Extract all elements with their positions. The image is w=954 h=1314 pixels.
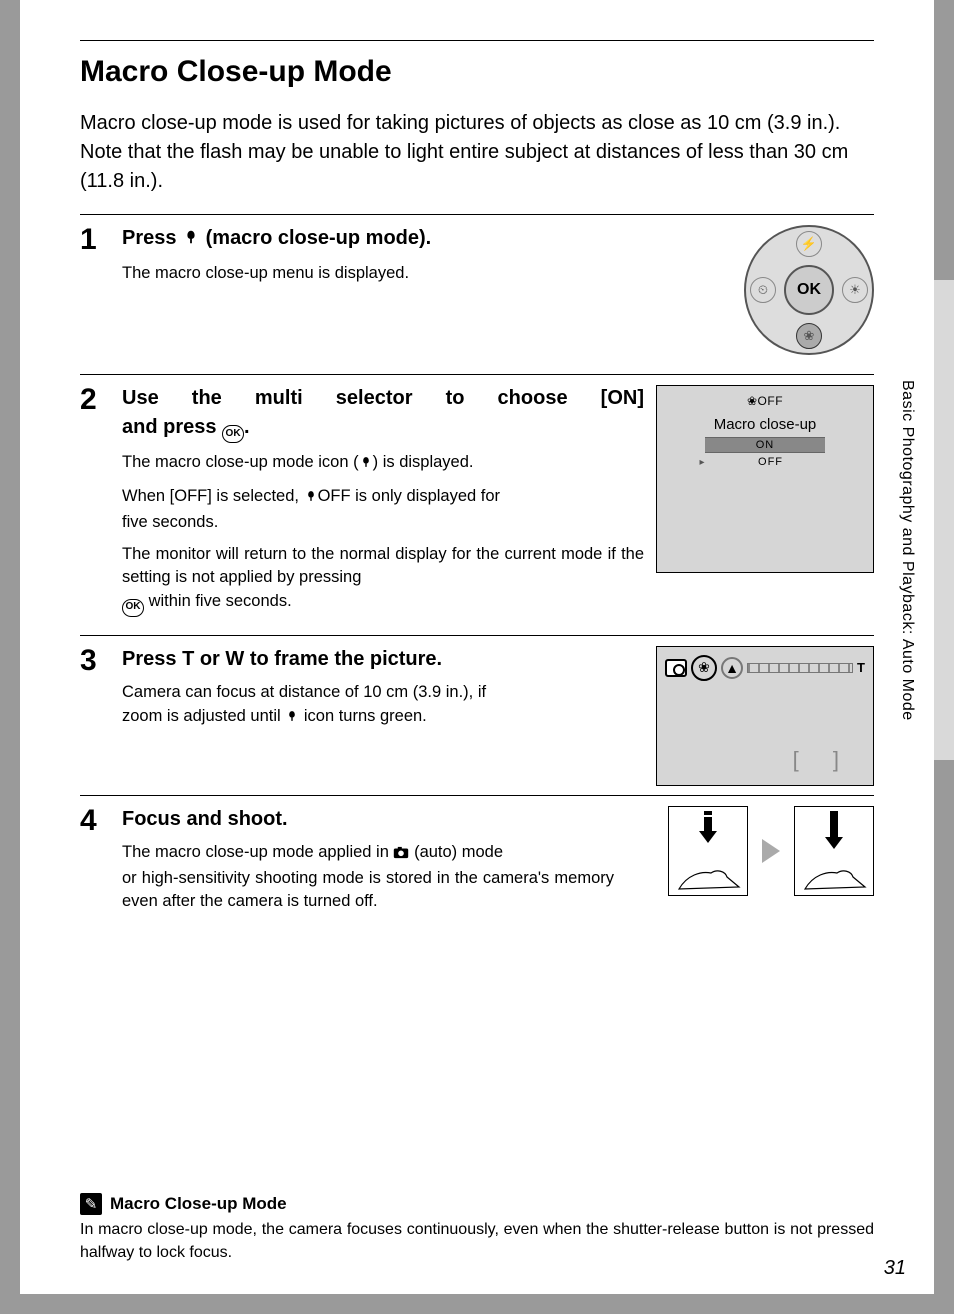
text: zoom is adjusted until (122, 707, 285, 725)
step-sub: The monitor will return to the normal di… (122, 543, 644, 591)
text: The macro close-up mode applied in (122, 843, 393, 861)
camera-auto-icon (393, 843, 409, 867)
text: and press (122, 416, 222, 438)
step-sub: Camera can focus at distance of 10 cm (3… (122, 681, 644, 705)
zoom-w-label: W (225, 648, 244, 670)
step-number: 4 (80, 806, 104, 945)
full-press-box (794, 806, 874, 896)
section-label: Basic Photography and Playback: Auto Mod… (898, 380, 916, 721)
macro-indicator-icon: ❀ (691, 655, 717, 681)
macro-icon (359, 453, 373, 477)
intro-paragraph: Macro close-up mode is used for taking p… (80, 109, 874, 196)
step-sub: OK within five seconds. (122, 590, 644, 616)
text: The macro close-up mode icon ( (122, 453, 359, 471)
zoom-marker-icon: ▲ (721, 657, 743, 679)
step-number: 2 (80, 385, 104, 625)
text: . (244, 416, 250, 438)
step-heading-line1: Use the multi selector to choose [ON] (122, 385, 644, 412)
lcd-menu-illustration: ❀OFF Macro close-up ON ▸ OFF (656, 385, 874, 573)
note-title: Macro Close-up Mode (110, 1194, 287, 1214)
half-press-arrow-icon (697, 811, 719, 845)
dpad-left-timer-icon: ⏲ (750, 277, 776, 303)
lcd-option-on: ON (705, 437, 825, 453)
step-sub: or high-sensitivity shooting mode is sto… (122, 867, 614, 915)
step-sub: The macro close-up mode icon ( ) is displ… (122, 451, 644, 477)
step-sub: The macro close-up mode applied in (auto… (122, 841, 614, 867)
macro-icon (304, 487, 318, 511)
full-press-arrow-icon (823, 811, 845, 851)
note-body: In macro close-up mode, the camera focus… (80, 1219, 874, 1264)
dpad-up-flash-icon: ⚡ (796, 231, 822, 257)
page-title: Macro Close-up Mode (80, 55, 874, 89)
text: (auto) mode (409, 843, 503, 861)
step-heading: Focus and shoot. (122, 806, 614, 833)
lcd-menu-title: Macro close-up (667, 416, 863, 433)
arrow-right-icon (762, 839, 780, 863)
lcd-status-icon: ❀OFF (667, 394, 863, 408)
selector-arrow-icon: ▸ (699, 457, 704, 468)
half-press-box (668, 806, 748, 896)
macro-icon (285, 707, 299, 731)
step-sub: five seconds. (122, 511, 644, 535)
step-1: 1 Press (macro close-up mode). The macro… (80, 214, 874, 364)
text: (macro close-up mode). (200, 227, 431, 249)
camera-icon (665, 659, 687, 677)
dpad-ok-button: OK (784, 265, 834, 315)
text: to frame the picture. (244, 648, 442, 670)
step-3: 3 Press T or W to frame the picture. Cam… (80, 635, 874, 785)
text: When [OFF] is selected, (122, 487, 304, 505)
lcd-zoom-illustration: ❀ ▲ T [ ] (656, 646, 874, 786)
text: OFF is only displayed for (318, 487, 500, 505)
text: or (194, 648, 225, 670)
note-section: ✎ Macro Close-up Mode In macro close-up … (80, 1193, 874, 1264)
note-pencil-icon: ✎ (80, 1193, 102, 1215)
step-sub: The macro close-up menu is displayed. (122, 262, 644, 286)
ok-icon: OK (222, 425, 244, 443)
page-number: 31 (884, 1257, 906, 1280)
zoom-t-end: T (857, 660, 865, 675)
step-heading: Press T or W to frame the picture. (122, 646, 644, 673)
zoom-t-label: T (182, 648, 194, 670)
focus-brackets-icon: [ ] (793, 747, 853, 773)
text: icon turns green. (299, 707, 427, 725)
ok-icon: OK (122, 599, 144, 617)
lcd-option-off: OFF (711, 455, 831, 469)
dpad-down-macro-icon: ❀ (796, 323, 822, 349)
step-4: 4 Focus and shoot. The macro close-up mo… (80, 795, 874, 945)
macro-icon (182, 227, 200, 254)
dpad-right-exposure-icon: ☀ (842, 277, 868, 303)
step-number: 3 (80, 646, 104, 785)
title-bar: Macro Close-up Mode (80, 40, 874, 89)
step-heading-line2: and press OK. (122, 414, 644, 443)
hand-icon (803, 865, 865, 891)
text: Press (122, 648, 182, 670)
hand-icon (677, 865, 739, 891)
step-heading: Press (macro close-up mode). (122, 225, 644, 254)
lcd-option-off-row: ▸ OFF (667, 455, 863, 469)
step-number: 1 (80, 225, 104, 364)
manual-page: Basic Photography and Playback: Auto Mod… (20, 0, 934, 1294)
step-sub: zoom is adjusted until icon turns green. (122, 705, 644, 731)
step-sub: When [OFF] is selected, OFF is only disp… (122, 485, 644, 511)
text: Press (122, 227, 182, 249)
zoom-bar (747, 663, 853, 673)
step-2: 2 Use the multi selector to choose [ON] … (80, 374, 874, 625)
text: ) is displayed. (373, 453, 474, 471)
shutter-press-illustration (668, 806, 874, 896)
text: within five seconds. (144, 592, 292, 610)
dpad-illustration: ⚡ ❀ ⏲ ☀ OK (744, 225, 874, 355)
